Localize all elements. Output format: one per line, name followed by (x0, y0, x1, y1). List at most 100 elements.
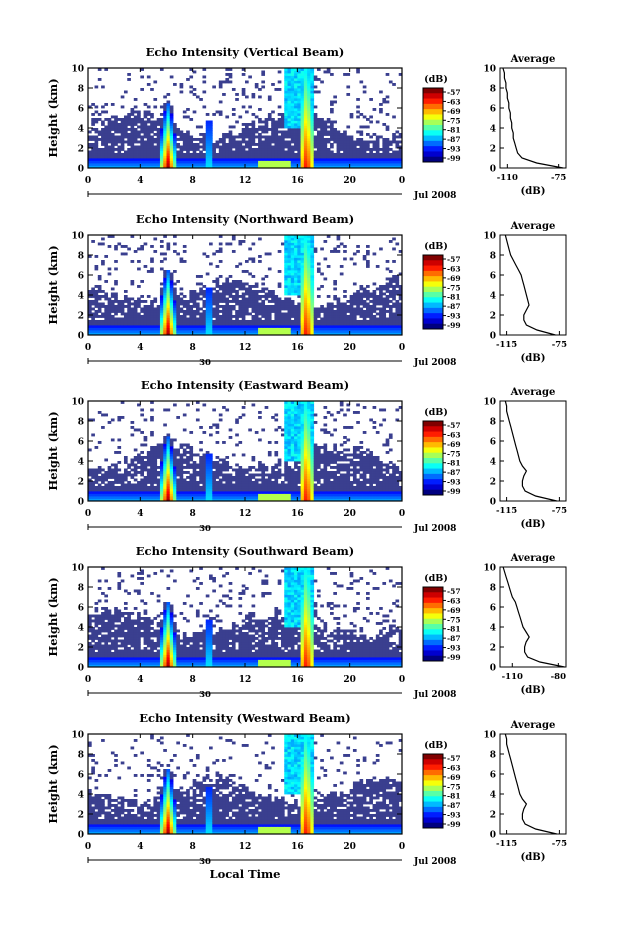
heatmap-cell (205, 488, 210, 492)
heatmap-cell (110, 140, 115, 144)
heatmap-cell (150, 145, 154, 149)
heatmap-cell (150, 416, 154, 419)
heatmap-cell (117, 123, 122, 126)
heatmap-cell (91, 153, 95, 156)
heatmap-cell (166, 285, 171, 288)
heatmap-cell (339, 138, 344, 141)
heatmap-cell (267, 330, 272, 333)
heatmap-cell (94, 165, 99, 169)
heatmap-cell (225, 305, 230, 308)
heatmap-cell (343, 143, 347, 146)
heatmap-cell (94, 255, 99, 258)
heatmap-cell (248, 325, 252, 328)
heatmap-cell (316, 153, 321, 156)
heatmap-cell (238, 165, 243, 169)
heatmap-cell (290, 155, 295, 159)
heatmap-cell (179, 471, 184, 474)
heatmap-cell (241, 300, 246, 303)
heatmap-cell (110, 305, 115, 308)
heatmap-cell (300, 277, 305, 281)
heatmap-cell (300, 93, 305, 96)
heatmap-cell (330, 312, 334, 316)
heatmap-cell (336, 235, 341, 238)
heatmap-cell (366, 250, 370, 253)
heatmap-cell (212, 461, 216, 464)
heatmap-cell (222, 310, 226, 313)
heatmap-cell (222, 468, 226, 472)
heatmap-cell (163, 466, 167, 469)
heatmap-cell (179, 458, 184, 462)
heatmap-cell (104, 310, 109, 313)
heatmap-cell (294, 120, 298, 124)
heatmap-cell (310, 272, 315, 276)
heatmap-cell (192, 320, 197, 323)
heatmap-cell (303, 270, 308, 273)
heatmap-cell (238, 468, 243, 472)
heatmap-cell (307, 317, 311, 321)
heatmap-cell (163, 478, 167, 482)
heatmap-cell (146, 130, 151, 134)
heatmap-cell (307, 300, 311, 303)
heatmap-cell (166, 438, 171, 442)
heatmap-cell (294, 93, 298, 96)
heatmap-cell (303, 275, 308, 278)
heatmap-cell (143, 330, 148, 333)
heatmap-cell (117, 446, 122, 449)
heatmap-cell (140, 451, 144, 454)
heatmap-cell (153, 98, 158, 101)
heatmap-cell (209, 453, 213, 457)
heatmap-cell (284, 272, 288, 276)
heatmap-cell (349, 155, 354, 159)
heatmap-cell (127, 483, 131, 487)
heatmap-cell (271, 310, 275, 313)
heatmap-cell (169, 493, 174, 497)
heatmap-cell (287, 78, 292, 81)
heatmap-cell (290, 327, 295, 331)
heatmap-cell (287, 68, 292, 71)
heatmap-cell (159, 150, 164, 154)
heatmap-cell (199, 317, 203, 321)
x-tick-label: 0 (85, 176, 91, 186)
heatmap-cell (202, 252, 207, 256)
heatmap-cell (120, 320, 125, 323)
heatmap-cell (120, 163, 125, 166)
heatmap-cell (212, 145, 216, 149)
average-title: Average (510, 54, 556, 65)
heatmap-cell (310, 85, 315, 89)
heatmap-cell (94, 320, 99, 323)
heatmap-cell (156, 481, 161, 484)
heatmap-cell (375, 145, 380, 149)
heatmap-cell (333, 327, 337, 331)
heatmap-cell (248, 247, 252, 251)
heatmap-cell (117, 438, 122, 442)
heatmap-cell (339, 155, 344, 159)
heatmap-cell (150, 123, 154, 126)
heatmap-cell (91, 135, 95, 139)
heatmap-cell (97, 478, 102, 482)
heatmap-cell (310, 312, 315, 316)
heatmap-cell (323, 257, 328, 261)
heatmap-cell (392, 158, 396, 161)
heatmap-cell (123, 471, 128, 474)
heatmap-cell (261, 302, 266, 306)
heatmap-cell (231, 290, 236, 293)
heatmap-cell (153, 140, 158, 144)
heatmap-cell (173, 138, 177, 141)
heatmap-cell (143, 481, 148, 484)
heatmap-cell (94, 143, 99, 146)
heatmap-cell (104, 160, 109, 164)
heatmap-cell (225, 408, 230, 412)
heatmap-cell (294, 98, 298, 101)
heatmap-cell (395, 285, 400, 288)
heatmap-cell (336, 305, 341, 308)
heatmap-cell (356, 292, 360, 296)
heatmap-cell (235, 310, 239, 313)
heatmap-cell (375, 295, 380, 298)
heatmap-cell (212, 486, 216, 489)
heatmap-cell (153, 488, 158, 492)
heatmap-cell (343, 133, 347, 136)
heatmap-cell (127, 143, 131, 146)
heatmap-cell (388, 310, 393, 313)
heatmap-cell (88, 325, 92, 328)
heatmap-cell (97, 310, 102, 313)
